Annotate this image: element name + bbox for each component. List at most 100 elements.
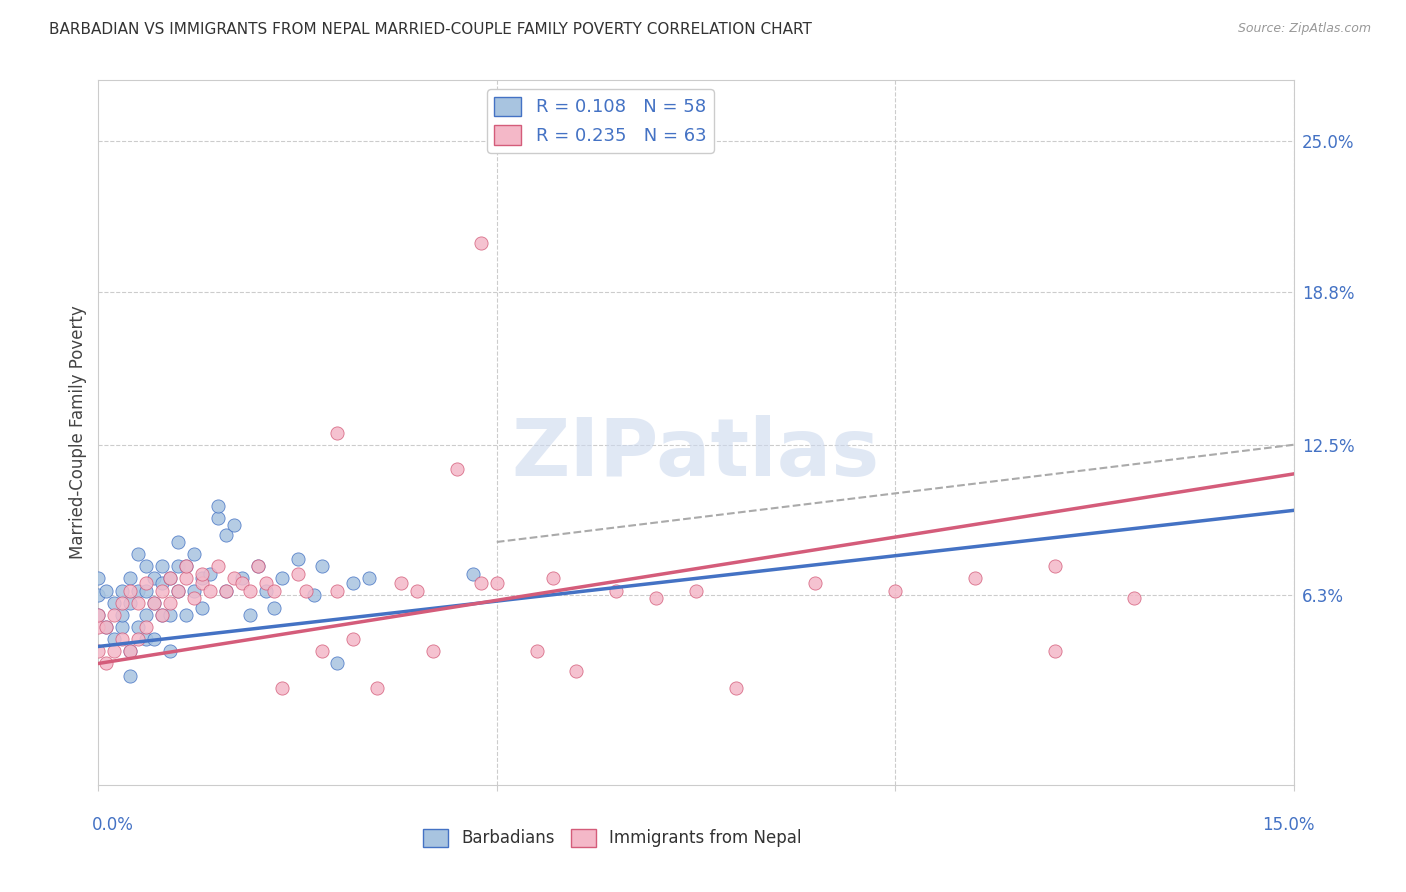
Point (605, 583, 627, 598)
Point (96, 583, 118, 598)
Point (270, 571, 292, 585)
Point (96, 620, 118, 634)
Point (1043, 644, 1066, 658)
Point (120, 668, 142, 682)
Text: Source: ZipAtlas.com: Source: ZipAtlas.com (1237, 22, 1371, 36)
Point (183, 591, 205, 605)
Point (470, 236, 492, 251)
Point (111, 607, 134, 622)
Y-axis label: Married-Couple Family Poverty: Married-Couple Family Poverty (69, 306, 87, 559)
Point (174, 559, 197, 574)
Point (120, 644, 142, 658)
Point (111, 583, 134, 598)
Point (159, 607, 181, 622)
Point (111, 596, 134, 610)
Point (239, 607, 262, 622)
Point (120, 571, 142, 585)
Point (215, 583, 238, 598)
Point (685, 583, 707, 598)
Point (167, 559, 190, 574)
Point (159, 571, 181, 585)
Point (103, 632, 125, 647)
Point (254, 576, 277, 591)
Point (150, 607, 173, 622)
Point (326, 657, 349, 671)
Point (565, 664, 588, 678)
Point (87, 571, 110, 585)
Point (191, 576, 214, 591)
Point (263, 583, 285, 598)
Point (191, 600, 214, 615)
Point (207, 510, 229, 524)
Point (143, 632, 166, 647)
Point (311, 644, 333, 658)
Text: 0.0%: 0.0% (91, 816, 134, 834)
Point (342, 576, 364, 591)
Point (342, 632, 364, 647)
Point (326, 425, 349, 440)
Point (111, 632, 134, 647)
Point (254, 583, 277, 598)
Point (150, 559, 173, 574)
Point (174, 607, 197, 622)
Point (287, 552, 309, 566)
Point (231, 576, 253, 591)
Point (526, 644, 548, 658)
Point (159, 596, 181, 610)
Point (389, 576, 412, 591)
Point (294, 583, 316, 598)
Point (127, 620, 149, 634)
Point (87, 607, 110, 622)
Point (135, 607, 157, 622)
Point (239, 583, 262, 598)
Point (174, 571, 197, 585)
Point (150, 607, 173, 622)
Point (183, 583, 205, 598)
Point (884, 583, 907, 598)
Point (302, 589, 325, 603)
Text: BARBADIAN VS IMMIGRANTS FROM NEPAL MARRIED-COUPLE FAMILY POVERTY CORRELATION CHA: BARBADIAN VS IMMIGRANTS FROM NEPAL MARRI… (49, 22, 813, 37)
Point (359, 571, 381, 585)
Point (222, 571, 245, 585)
Point (446, 462, 468, 476)
Point (183, 547, 205, 561)
Point (135, 559, 157, 574)
Text: ZIPatlas: ZIPatlas (512, 415, 880, 492)
Point (724, 681, 747, 695)
Point (150, 583, 173, 598)
Point (143, 596, 166, 610)
Point (159, 644, 181, 658)
Point (159, 571, 181, 585)
Point (135, 620, 157, 634)
Point (127, 596, 149, 610)
Point (645, 591, 668, 605)
Point (191, 566, 214, 581)
Point (127, 632, 149, 647)
Point (207, 559, 229, 574)
Point (87, 620, 110, 634)
Point (422, 644, 444, 658)
Point (96, 657, 118, 671)
Point (103, 596, 125, 610)
Point (143, 571, 166, 585)
Point (287, 566, 309, 581)
Point (167, 583, 190, 598)
Point (87, 644, 110, 658)
Point (215, 583, 238, 598)
Point (311, 559, 333, 574)
Point (246, 559, 269, 574)
Point (804, 576, 827, 591)
Text: 15.0%: 15.0% (1263, 816, 1315, 834)
Point (963, 571, 986, 585)
Point (103, 644, 125, 658)
Point (143, 596, 166, 610)
Point (231, 571, 253, 585)
Point (120, 583, 142, 598)
Point (127, 547, 149, 561)
Point (406, 583, 429, 598)
Point (366, 681, 388, 695)
Point (263, 600, 285, 615)
Point (461, 566, 484, 581)
Point (87, 607, 110, 622)
Point (135, 576, 157, 591)
